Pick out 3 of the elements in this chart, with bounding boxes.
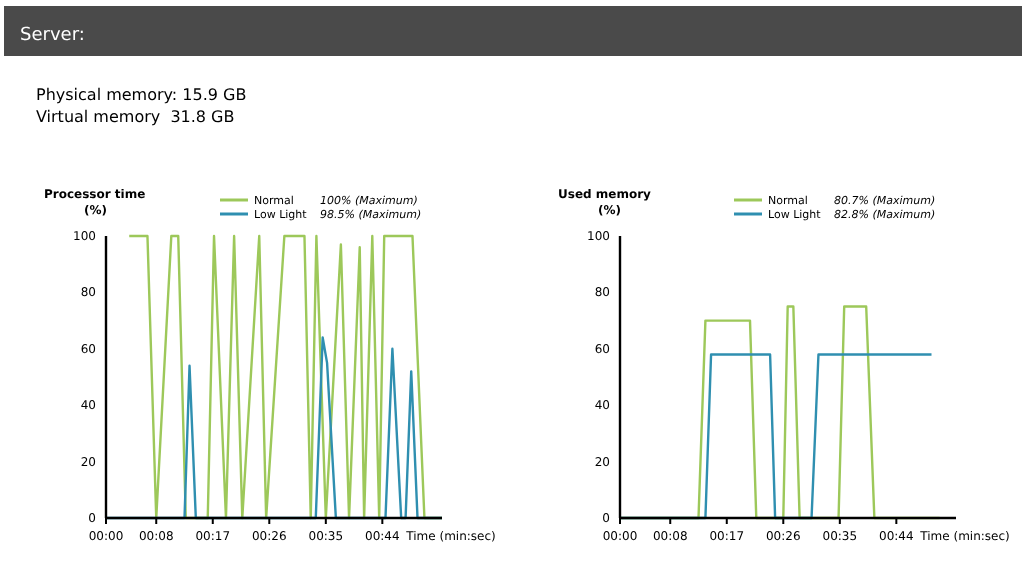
text: Server: bbox=[20, 26, 85, 46]
text: Physical memory: 15.9 GB bbox=[36, 86, 247, 104]
text: Virtual memory 31.8 GB bbox=[36, 108, 235, 126]
